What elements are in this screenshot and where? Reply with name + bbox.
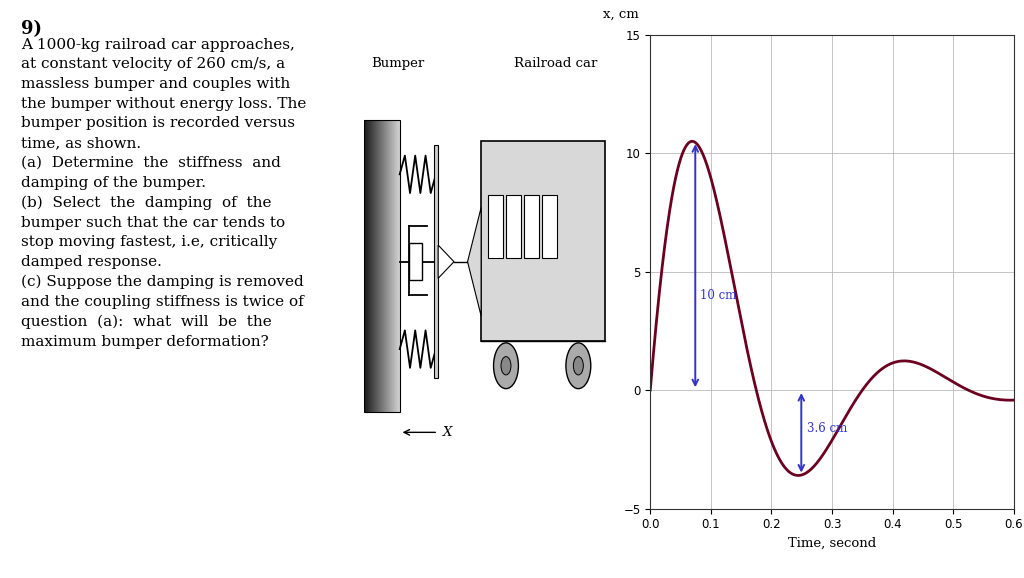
Polygon shape: [468, 208, 481, 316]
Bar: [506, 195, 520, 258]
Text: Bumper: Bumper: [371, 57, 424, 71]
Circle shape: [494, 343, 518, 388]
Bar: [524, 195, 539, 258]
X-axis label: Time, second: Time, second: [787, 537, 877, 550]
Polygon shape: [438, 245, 454, 279]
Bar: [364, 120, 399, 412]
Text: 10 cm: 10 cm: [700, 289, 736, 302]
Text: Railroad car: Railroad car: [514, 57, 597, 71]
Bar: [542, 195, 557, 258]
Text: X: X: [442, 426, 452, 439]
Circle shape: [501, 357, 511, 375]
Text: 9): 9): [22, 20, 42, 38]
Y-axis label: x, cm: x, cm: [603, 8, 639, 20]
Text: A 1000-kg railroad car approaches,
at constant velocity of 260 cm/s, a
massless : A 1000-kg railroad car approaches, at co…: [22, 38, 306, 349]
Bar: [481, 141, 605, 341]
Text: 3.6 cm: 3.6 cm: [807, 422, 848, 435]
Circle shape: [566, 343, 591, 388]
Bar: [409, 243, 422, 280]
Bar: [487, 195, 503, 258]
Bar: [433, 145, 438, 378]
Circle shape: [573, 357, 584, 375]
